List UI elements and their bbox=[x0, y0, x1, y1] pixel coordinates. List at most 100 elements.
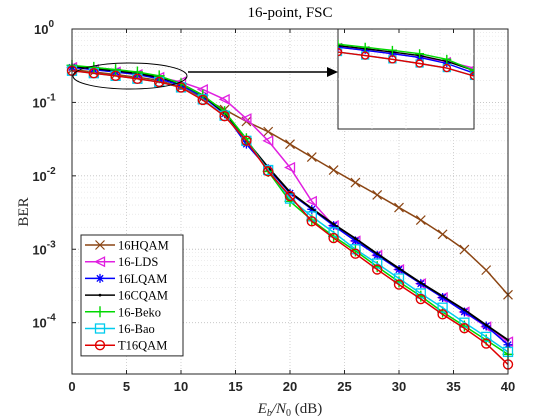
data-point-T16QAM bbox=[263, 166, 274, 177]
data-point-16-Bao bbox=[328, 227, 339, 238]
legend-item-16HQAM: 16HQAM bbox=[85, 239, 169, 253]
data-point-16-Beko bbox=[153, 70, 165, 82]
legend-marker bbox=[94, 256, 106, 268]
data-point-16HQAM bbox=[415, 215, 426, 225]
data-point-16CQAM bbox=[310, 207, 314, 210]
data-point-T16QAM bbox=[88, 68, 100, 79]
data-point-16CQAM bbox=[397, 266, 401, 270]
data-point-16LQAM bbox=[350, 236, 360, 246]
inset-point-T16QAM bbox=[338, 47, 343, 57]
data-point-16-Bao bbox=[437, 302, 448, 313]
data-point-16-LDS bbox=[262, 135, 274, 147]
legend-label: 16LQAM bbox=[118, 272, 167, 286]
data-point-16-LDS bbox=[240, 113, 252, 125]
data-point-16HQAM bbox=[285, 139, 295, 150]
data-point-T16QAM bbox=[175, 82, 187, 93]
inset-point-16-Beko bbox=[442, 54, 452, 64]
inset-point-T16QAM bbox=[415, 59, 424, 68]
data-point-16-Beko bbox=[131, 66, 143, 78]
inset-point-T16QAM bbox=[361, 51, 370, 60]
legend: 16HQAM 16-LDS 16LQAM 16CQAM 16-Beko 16-Bao T16… bbox=[80, 234, 184, 357]
y-tick-label: 10-2 bbox=[32, 166, 56, 184]
data-point-16HQAM bbox=[350, 177, 361, 188]
x-tick-label: 5 bbox=[123, 379, 130, 394]
x-tick-label: 0 bbox=[68, 379, 75, 394]
series-T16QAM bbox=[66, 65, 514, 370]
data-point-T16QAM bbox=[219, 110, 230, 122]
data-point-T16QAM bbox=[110, 70, 121, 82]
inset-point-16-Beko bbox=[497, 83, 506, 92]
inset-point-T16QAM bbox=[388, 55, 397, 64]
x-tick-label: 10 bbox=[174, 379, 188, 394]
legend-item-16LQAM: 16LQAM bbox=[85, 272, 167, 286]
data-point-16HQAM bbox=[394, 202, 404, 213]
legend-label: T16QAM bbox=[118, 339, 167, 353]
data-point-16LQAM bbox=[329, 221, 339, 231]
x-axis-label-base: E bbox=[257, 401, 267, 417]
legend-label: 16HQAM bbox=[118, 239, 169, 253]
data-point-16HQAM bbox=[263, 126, 274, 137]
y-tick-label: 100 bbox=[34, 19, 54, 37]
x-axis-label: Eb/N0 (dB) bbox=[257, 401, 323, 419]
legend-marker bbox=[98, 293, 102, 297]
data-point-16CQAM bbox=[441, 294, 444, 298]
inset-point-16-Beko bbox=[338, 39, 343, 49]
y-tick-label: 10-3 bbox=[32, 239, 56, 257]
legend-item-16-Beko: 16-Beko bbox=[85, 305, 161, 319]
data-point-16-Bao bbox=[415, 288, 426, 299]
x-axis-label-sub1: b bbox=[267, 408, 272, 419]
data-point-16HQAM bbox=[481, 265, 492, 276]
x-axis-label-unit: (dB) bbox=[291, 401, 322, 417]
inset-point-T16QAM bbox=[498, 90, 505, 97]
data-point-16-Bao bbox=[372, 258, 383, 269]
legend-label: 16-Beko bbox=[118, 305, 161, 319]
data-point-16-Bao bbox=[481, 331, 492, 343]
data-point-16CQAM bbox=[375, 252, 379, 256]
inset-point-16-Beko bbox=[415, 49, 425, 59]
data-point-T16QAM bbox=[372, 264, 383, 275]
data-point-T16QAM bbox=[350, 248, 361, 259]
data-point-16LQAM bbox=[438, 293, 448, 303]
legend-marker bbox=[94, 323, 106, 334]
data-point-16HQAM bbox=[328, 165, 339, 175]
data-point-16-Beko bbox=[88, 61, 100, 73]
data-point-T16QAM bbox=[153, 76, 165, 88]
data-point-16LQAM bbox=[372, 250, 382, 260]
data-point-16-Bao bbox=[459, 317, 470, 328]
x-tick-label: 30 bbox=[392, 379, 406, 394]
inset-point-T16QAM bbox=[469, 71, 474, 81]
x-axis-label-sub2: 0 bbox=[286, 408, 291, 419]
data-point-16HQAM bbox=[459, 244, 470, 255]
legend-label: 16-Bao bbox=[118, 322, 155, 336]
data-point-T16QAM bbox=[284, 190, 296, 202]
data-point-16HQAM bbox=[372, 189, 383, 200]
inset-series bbox=[338, 39, 506, 97]
data-point-T16QAM bbox=[437, 309, 448, 320]
legend-item-T16QAM: T16QAM bbox=[85, 339, 167, 353]
inset-line-T16QAM bbox=[338, 51, 474, 77]
legend-item-16-LDS: 16-LDS bbox=[85, 255, 158, 269]
x-tick-label: 20 bbox=[283, 379, 297, 394]
legend-marker bbox=[94, 306, 106, 318]
data-point-16HQAM bbox=[306, 152, 317, 163]
plot-frame bbox=[71, 28, 509, 375]
legend-item-16-Bao: 16-Bao bbox=[85, 322, 155, 336]
inset-point-16-Bao bbox=[498, 90, 505, 97]
data-point-T16QAM bbox=[459, 323, 470, 334]
data-point-16CQAM bbox=[354, 237, 357, 240]
data-point-16CQAM bbox=[484, 323, 488, 327]
data-point-T16QAM bbox=[197, 94, 209, 106]
data-point-16-LDS bbox=[284, 161, 296, 174]
data-point-16CQAM bbox=[419, 281, 423, 285]
data-point-16CQAM bbox=[463, 308, 466, 312]
data-point-T16QAM bbox=[481, 338, 492, 349]
inset-point-16-Beko bbox=[360, 42, 370, 52]
inset-frame bbox=[337, 28, 475, 130]
data-point-T16QAM bbox=[306, 216, 317, 227]
x-tick-label: 35 bbox=[446, 379, 460, 394]
chart-title: 16-point, FSC bbox=[247, 5, 332, 21]
x-tick-label: 40 bbox=[501, 379, 515, 394]
zoom-ellipse bbox=[72, 62, 188, 90]
x-axis-label-slash: /N bbox=[271, 401, 287, 417]
